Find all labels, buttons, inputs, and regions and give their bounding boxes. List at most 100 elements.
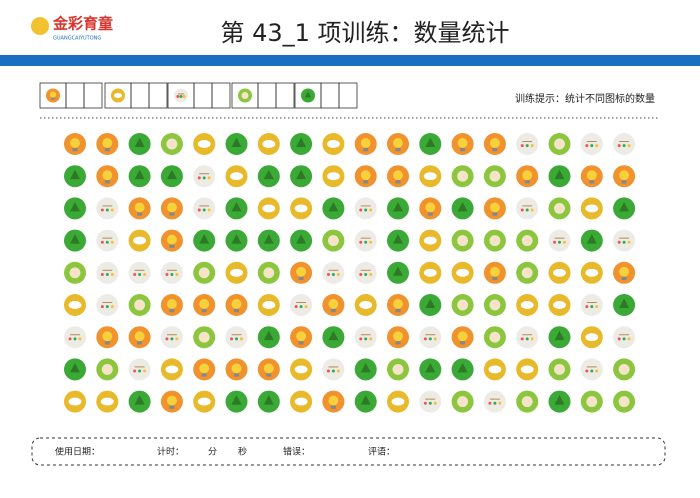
icon-base — [169, 212, 175, 216]
icon-base — [589, 180, 595, 184]
icon-bulb — [328, 299, 339, 309]
icon-dot — [627, 337, 631, 341]
icon — [64, 358, 86, 381]
icon-dot — [364, 240, 368, 244]
icon-tree — [586, 234, 597, 244]
icon-base — [621, 276, 627, 281]
icon — [354, 133, 377, 155]
logo-sub: GUANGCAIYUTONG — [53, 36, 101, 42]
footer-minutes: 分 — [208, 447, 217, 458]
icon-base — [234, 373, 239, 377]
icon-dot — [562, 240, 566, 244]
icon — [225, 390, 248, 413]
icon — [174, 88, 188, 103]
icon-bulb — [199, 363, 210, 374]
footer-errors: 错误： — [283, 446, 310, 458]
icon-bulb — [586, 170, 597, 181]
icon-cloud — [294, 204, 308, 213]
icon-face — [457, 235, 469, 247]
icon-base — [492, 276, 498, 281]
icon-dot — [331, 272, 335, 276]
icon-base — [169, 405, 175, 409]
hint: 训练提示：统计不同图标的数量 — [515, 92, 655, 105]
icon-dot — [110, 305, 114, 309]
icon — [301, 88, 315, 103]
icon-tree — [199, 234, 210, 244]
icon-bulb — [393, 299, 403, 309]
icon-bg — [128, 358, 151, 381]
icon-face — [489, 299, 501, 311]
icon — [160, 229, 183, 252]
icon — [354, 358, 377, 381]
icon-face — [134, 299, 146, 311]
icon-bg — [419, 326, 442, 349]
icon-face — [166, 138, 178, 150]
icon-tree — [393, 201, 403, 212]
icon-tree — [134, 395, 145, 405]
icon-dot — [498, 401, 502, 405]
icon-dot — [197, 208, 201, 212]
footer-date: 使用日期： — [55, 446, 100, 458]
icon-tree — [457, 201, 468, 212]
icon-dot — [165, 272, 169, 276]
icon — [354, 261, 377, 284]
legend-cell — [83, 82, 103, 109]
icon-base — [363, 180, 369, 184]
icon — [322, 358, 345, 381]
icon-base — [104, 147, 110, 152]
icon-cloud — [113, 92, 123, 99]
icon-dot — [369, 208, 373, 212]
icon-cloud — [359, 301, 373, 309]
icon — [290, 294, 313, 316]
icon — [451, 197, 474, 220]
icon-bulb — [360, 170, 371, 181]
icon — [354, 197, 377, 220]
icon-dot — [176, 95, 180, 99]
icon-bg — [548, 229, 571, 252]
icon — [451, 261, 474, 284]
icon-dot — [294, 305, 298, 309]
icon — [580, 358, 603, 381]
icon — [96, 326, 119, 349]
icon — [160, 197, 183, 220]
icon-tree — [393, 266, 403, 276]
icon — [225, 229, 248, 252]
icon — [516, 197, 539, 220]
icon-dot — [369, 337, 373, 341]
icon — [160, 326, 183, 349]
icon — [64, 294, 86, 316]
icon-dot — [622, 144, 626, 148]
icon-cloud — [262, 140, 276, 148]
icon-bg — [516, 133, 539, 155]
icon-dot — [143, 369, 147, 373]
icon-dot — [520, 208, 524, 212]
icon-bg — [193, 165, 216, 188]
icon — [387, 229, 409, 252]
icon-dot — [68, 337, 72, 341]
icon-cloud — [68, 397, 82, 406]
icon-base — [621, 180, 627, 184]
icon — [257, 326, 280, 349]
icon — [387, 261, 409, 284]
icon-face — [69, 267, 81, 279]
icon-dot — [622, 337, 626, 341]
icon — [64, 261, 86, 284]
icon-face — [457, 299, 469, 311]
icon — [96, 229, 119, 252]
icon-dot — [336, 272, 340, 276]
icon-bg — [160, 326, 183, 349]
icon-dot — [525, 208, 529, 212]
icon-dot — [433, 401, 437, 405]
icon-bulb — [70, 138, 80, 148]
icon-bg — [613, 133, 636, 155]
icon-dot — [359, 240, 363, 244]
icon-dot — [175, 272, 179, 276]
icon-bg — [354, 197, 377, 220]
icon-base — [460, 341, 466, 345]
icon — [580, 261, 603, 284]
icon — [419, 229, 442, 252]
icon — [322, 261, 345, 284]
icon — [548, 165, 571, 188]
icon — [613, 261, 636, 284]
